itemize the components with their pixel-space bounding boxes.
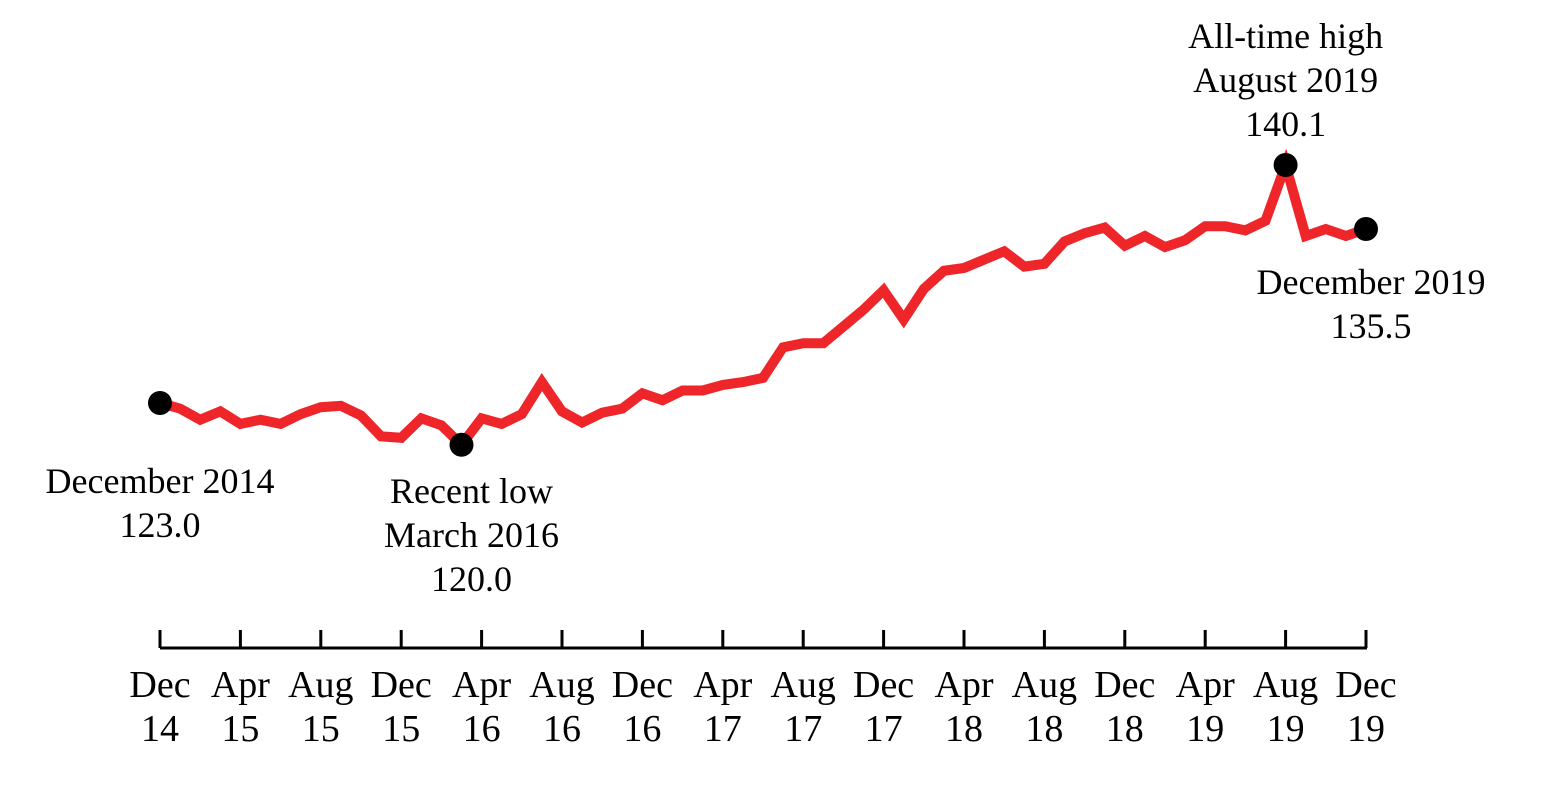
- annotation-label: December 2019: [1257, 262, 1486, 302]
- x-tick-label-year: 18: [1025, 708, 1063, 750]
- x-tick-label-month: Apr: [693, 664, 752, 706]
- annotation-label: 135.5: [1331, 306, 1412, 346]
- x-tick-label-year: 15: [382, 708, 420, 750]
- annotation-label: 140.1: [1245, 104, 1326, 144]
- x-tick-label-year: 16: [463, 708, 501, 750]
- x-tick-label-year: 17: [704, 708, 742, 750]
- annotation-label: 120.0: [431, 559, 512, 599]
- x-tick-label-month: Aug: [1253, 664, 1318, 706]
- x-tick-label-month: Dec: [371, 664, 432, 706]
- x-tick-label-month: Aug: [288, 664, 353, 706]
- x-tick-label-month: Apr: [1176, 664, 1235, 706]
- x-tick-label-month: Aug: [770, 664, 835, 706]
- x-tick-label-year: 18: [1106, 708, 1144, 750]
- x-tick-label-year: 19: [1267, 708, 1305, 750]
- x-tick-label-year: 15: [221, 708, 259, 750]
- x-tick-label-month: Apr: [934, 664, 993, 706]
- marker-layer: [148, 153, 1378, 457]
- series-line: [158, 148, 1368, 453]
- x-tick-label-month: Dec: [1094, 664, 1155, 706]
- x-tick-label-year: 17: [784, 708, 822, 750]
- annotation-label: March 2016: [384, 515, 559, 555]
- annotation-label: 123.0: [120, 505, 201, 545]
- x-tick-label-year: 16: [623, 708, 661, 750]
- x-tick-label-month: Dec: [129, 664, 190, 706]
- data-line-layer: [158, 148, 1368, 453]
- x-tick-label-year: 19: [1186, 708, 1224, 750]
- x-tick-label-year: 19: [1347, 708, 1385, 750]
- x-tick-label-month: Dec: [612, 664, 673, 706]
- annotation-marker: [1354, 217, 1378, 241]
- annotation-label: Recent low: [390, 471, 553, 511]
- x-tick-label-year: 17: [865, 708, 903, 750]
- annotation-marker: [1273, 153, 1298, 177]
- annotation-label: All-time high: [1188, 16, 1383, 56]
- x-tick-label-year: 15: [302, 708, 340, 750]
- annotation-marker: [148, 391, 172, 415]
- annotation-marker: [449, 432, 474, 457]
- x-tick-label-year: 18: [945, 708, 983, 750]
- x-tick-label-month: Dec: [853, 664, 914, 706]
- x-tick-label-month: Apr: [211, 664, 270, 706]
- annotation-label: December 2014: [46, 461, 275, 501]
- x-tick-label-month: Apr: [452, 664, 511, 706]
- x-tick-label-month: Dec: [1335, 664, 1396, 706]
- x-tick-label-year: 16: [543, 708, 581, 750]
- x-tick-label-year: 14: [141, 708, 179, 750]
- x-axis: Dec14Apr15Aug15Dec15Apr16Aug16Dec16Apr17…: [129, 630, 1397, 750]
- x-tick-label-month: Aug: [1012, 664, 1077, 706]
- x-tick-label-month: Aug: [529, 664, 594, 706]
- annotation-label: August 2019: [1193, 60, 1378, 100]
